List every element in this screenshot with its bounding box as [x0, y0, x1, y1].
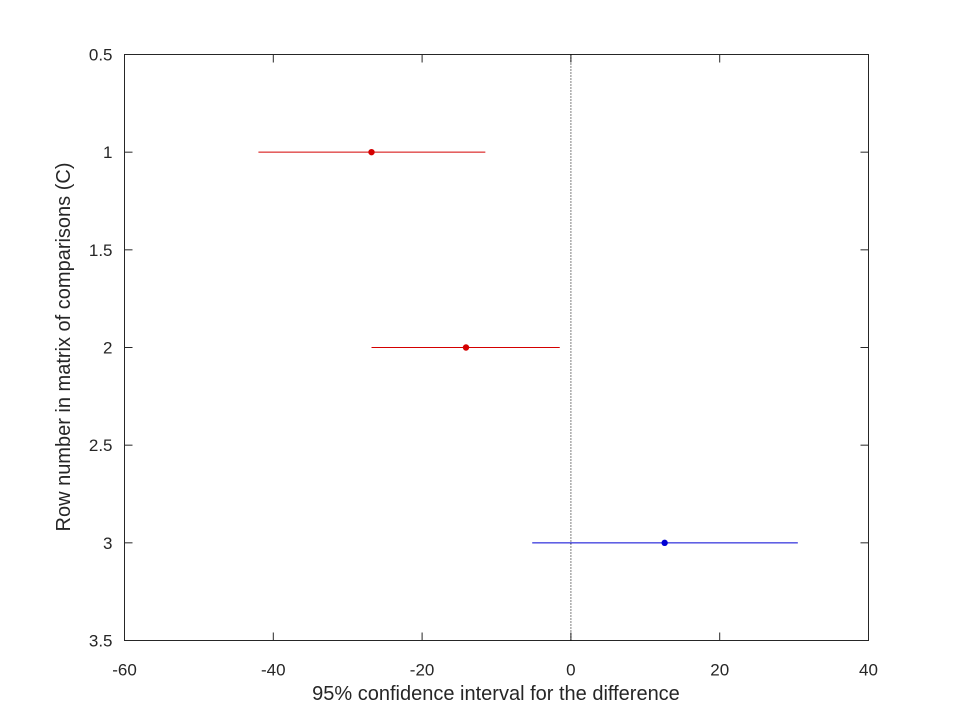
x-tick-label: -20: [410, 661, 435, 680]
y-tick-label: 1: [103, 143, 112, 162]
x-tick-label: 0: [566, 661, 575, 680]
y-tick-label: 3.5: [89, 632, 113, 651]
axis-ticks: -60 -40 -20 0 20 40 0.5 1 1.5 2 2.5 3 3.5: [89, 46, 878, 680]
y-tick-label: 2.5: [89, 436, 113, 455]
x-axis-label: 95% confidence interval for the differen…: [312, 683, 680, 705]
estimate-point-row-2: [462, 344, 470, 351]
x-tick-label: -40: [261, 661, 286, 680]
x-tick-label: 40: [859, 661, 878, 680]
y-tick-label: 1.5: [89, 241, 113, 260]
y-tick-label: 2: [103, 339, 112, 358]
estimate-point-row-3: [661, 539, 668, 547]
x-tick-label: 20: [710, 661, 729, 680]
interval-marks: [258, 148, 798, 547]
y-tick-label: 3: [103, 534, 112, 553]
y-tick-label: 0.5: [89, 46, 113, 65]
x-tick-label: -60: [112, 661, 137, 680]
estimate-point-row-1: [368, 148, 375, 156]
y-axis-label: Row number in matrix of comparisons (C): [53, 163, 75, 532]
